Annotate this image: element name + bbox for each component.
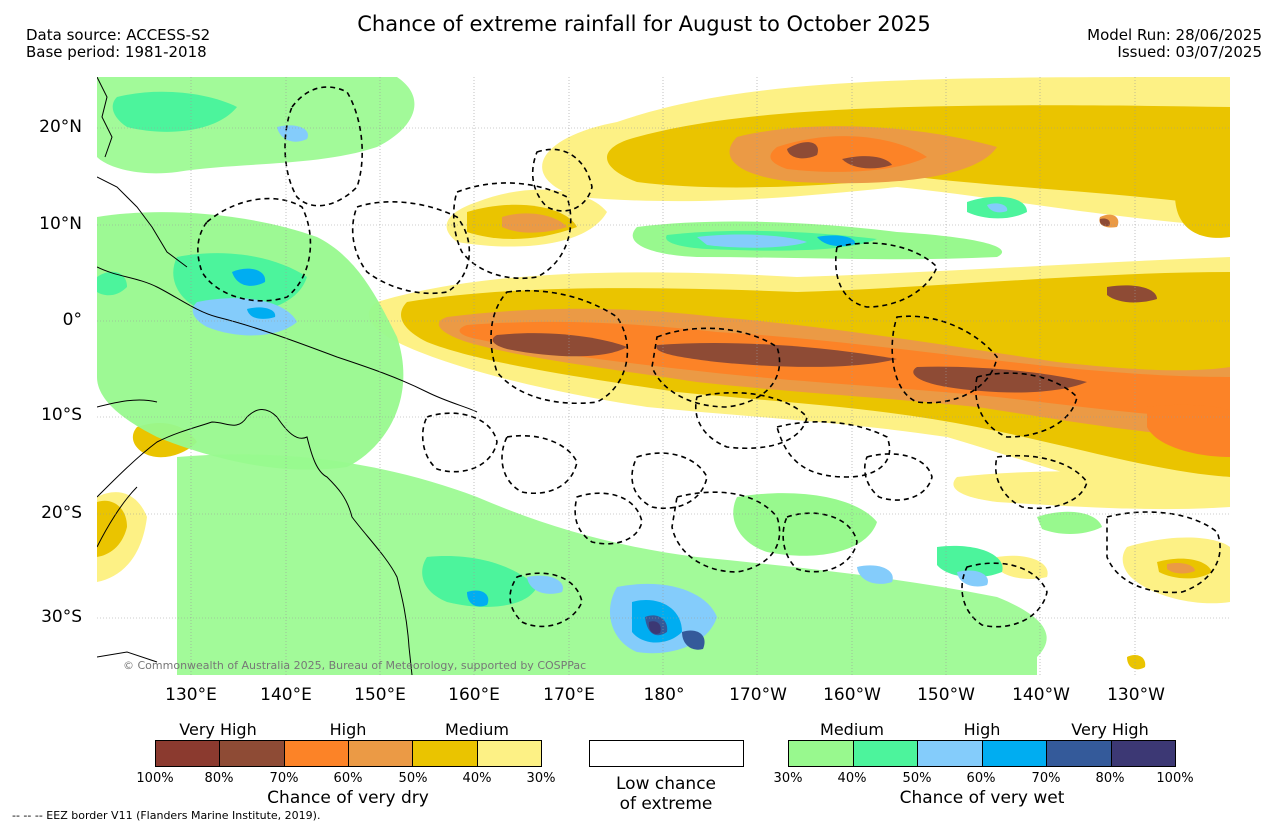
dry-caption: Chance of very dry xyxy=(267,788,429,808)
dry-swatch-5 xyxy=(413,741,478,766)
dry-pct-label: 70% xyxy=(269,771,299,786)
dry-swatch-3 xyxy=(284,741,349,766)
graticule xyxy=(97,77,1230,675)
model-run-info: Model Run: 28/06/2025 Issued: 03/07/2025 xyxy=(1087,27,1262,61)
lon-label-130e: 130°E xyxy=(165,685,217,705)
lon-label-160w: 160°W xyxy=(823,685,881,705)
lon-label-130w: 130°W xyxy=(1107,685,1165,705)
wet-swatch-3 xyxy=(918,741,983,766)
base-period-text: Base period: 1981-2018 xyxy=(26,43,207,61)
dry-pct-label: 80% xyxy=(204,771,234,786)
lon-label-140w: 140°W xyxy=(1012,685,1070,705)
data-source-info: Data source: ACCESS-S2 Base period: 1981… xyxy=(26,27,210,61)
wet-swatch-4 xyxy=(982,741,1047,766)
dry-band-equatorial xyxy=(368,257,1230,507)
lon-label-180: 180° xyxy=(643,685,685,705)
dry-swatch-6 xyxy=(477,741,541,766)
lat-label-20n: 20°N xyxy=(39,117,82,137)
rainfall-map xyxy=(97,77,1230,675)
lon-label-140e: 140°E xyxy=(260,685,312,705)
lat-label-10n: 10°N xyxy=(39,214,82,234)
wet-caption: Chance of very wet xyxy=(899,788,1065,808)
wet-swatch-2 xyxy=(853,741,918,766)
dry-colorbar xyxy=(155,740,542,767)
coastlines xyxy=(97,77,478,675)
lon-label-150e: 150°E xyxy=(354,685,406,705)
wet-medium-label: Medium xyxy=(820,720,884,739)
copyright-notice: © Commonwealth of Australia 2025, Bureau… xyxy=(123,659,587,672)
wet-colorbar xyxy=(788,740,1176,767)
map-canvas xyxy=(97,77,1230,675)
wet-pct-label: 80% xyxy=(1095,771,1125,786)
wet-pct-label: 30% xyxy=(773,771,803,786)
eez-borders xyxy=(197,86,1221,628)
eez-note: -- -- -- EEZ border V11 (Flanders Marine… xyxy=(12,809,321,822)
issued-text: Issued: 03/07/2025 xyxy=(1117,43,1262,61)
wet-pct-label: 60% xyxy=(966,771,996,786)
lon-label-160e: 160°E xyxy=(448,685,500,705)
wet-pct-label: 40% xyxy=(837,771,867,786)
data-source-text: Data source: ACCESS-S2 xyxy=(26,26,211,44)
dry-pct-label: 40% xyxy=(462,771,492,786)
lat-label-equator: 0° xyxy=(62,310,82,330)
wet-pct-label: 70% xyxy=(1031,771,1061,786)
dry-pct-label: 30% xyxy=(526,771,556,786)
lat-label-30s: 30°S xyxy=(41,607,82,627)
dry-band-north xyxy=(446,77,1230,247)
lon-label-150w: 150°W xyxy=(917,685,975,705)
low-chance-swatch xyxy=(589,740,744,767)
wet-high-label: High xyxy=(963,720,1001,739)
lat-label-20s: 20°S xyxy=(41,503,82,523)
dry-pct-label: 100% xyxy=(136,771,174,786)
wet-swatch-1 xyxy=(789,741,854,766)
wet-swatch-6 xyxy=(1111,741,1175,766)
dry-swatch-2 xyxy=(220,741,285,766)
low-chance-caption-2: of extreme xyxy=(619,794,713,814)
dry-swatch-1 xyxy=(156,741,221,766)
lon-label-170w: 170°W xyxy=(729,685,787,705)
wet-swatch-5 xyxy=(1047,741,1112,766)
lat-label-10s: 10°S xyxy=(41,405,82,425)
wet-pct-label: 50% xyxy=(902,771,932,786)
low-chance-caption-1: Low chance xyxy=(616,774,716,794)
dry-swatch-4 xyxy=(348,741,414,766)
wet-regions xyxy=(97,77,1102,675)
map-title: Chance of extreme rainfall for August to… xyxy=(357,12,931,36)
wet-pct-label: 100% xyxy=(1156,771,1194,786)
dry-very-high-label: Very High xyxy=(179,720,257,739)
dry-medium-label: Medium xyxy=(445,720,509,739)
dry-high-label: High xyxy=(329,720,367,739)
wet-very-high-label: Very High xyxy=(1071,720,1149,739)
model-run-text: Model Run: 28/06/2025 xyxy=(1087,26,1262,44)
dry-pct-label: 60% xyxy=(333,771,363,786)
lon-label-170e: 170°E xyxy=(543,685,595,705)
dry-pct-label: 50% xyxy=(398,771,428,786)
